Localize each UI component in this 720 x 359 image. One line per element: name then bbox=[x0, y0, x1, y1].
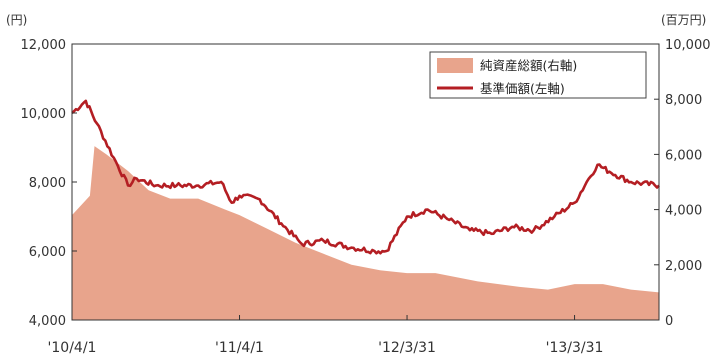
right-axis-unit: (百万円) bbox=[661, 13, 706, 27]
legend: 純資産総額(右軸) 基準価額(左軸) bbox=[429, 51, 647, 99]
nav-line-layer bbox=[71, 99, 660, 255]
right-tick-label: 6,000 bbox=[665, 148, 702, 163]
left-tick-label: 10,000 bbox=[21, 107, 67, 122]
nav-line bbox=[71, 99, 660, 255]
x-tick-label: '12/3/31 bbox=[378, 340, 436, 356]
x-tick-label: '13/3/31 bbox=[546, 340, 604, 356]
left-axis-unit: (円) bbox=[6, 13, 27, 27]
net-assets-area bbox=[72, 146, 659, 320]
net-assets-area-layer bbox=[72, 146, 659, 320]
right-tick-label: 2,000 bbox=[665, 259, 702, 274]
x-tick-label: '11/4/1 bbox=[215, 340, 264, 356]
right-axis: 0 2,000 4,000 6,000 8,000 10,000 bbox=[654, 38, 711, 329]
right-tick-label: 8,000 bbox=[665, 93, 702, 108]
legend-label-net-assets: 純資産総額(右軸) bbox=[480, 58, 577, 73]
left-tick-label: 6,000 bbox=[29, 245, 66, 260]
left-tick-label: 12,000 bbox=[21, 38, 67, 53]
right-tick-label: 4,000 bbox=[665, 204, 702, 219]
x-axis: '10/4/1 '11/4/1 '12/3/31 '13/3/31 bbox=[48, 315, 604, 356]
left-axis: 4,000 6,000 8,000 10,000 12,000 bbox=[21, 38, 77, 329]
right-tick-label: 10,000 bbox=[665, 38, 711, 53]
left-tick-label: 8,000 bbox=[29, 176, 66, 191]
right-tick-label: 0 bbox=[665, 314, 673, 329]
left-tick-label: 4,000 bbox=[29, 314, 66, 329]
x-tick-label: '10/4/1 bbox=[48, 340, 97, 356]
legend-label-nav: 基準価額(左軸) bbox=[480, 81, 565, 96]
legend-swatch-net-assets bbox=[437, 58, 473, 73]
